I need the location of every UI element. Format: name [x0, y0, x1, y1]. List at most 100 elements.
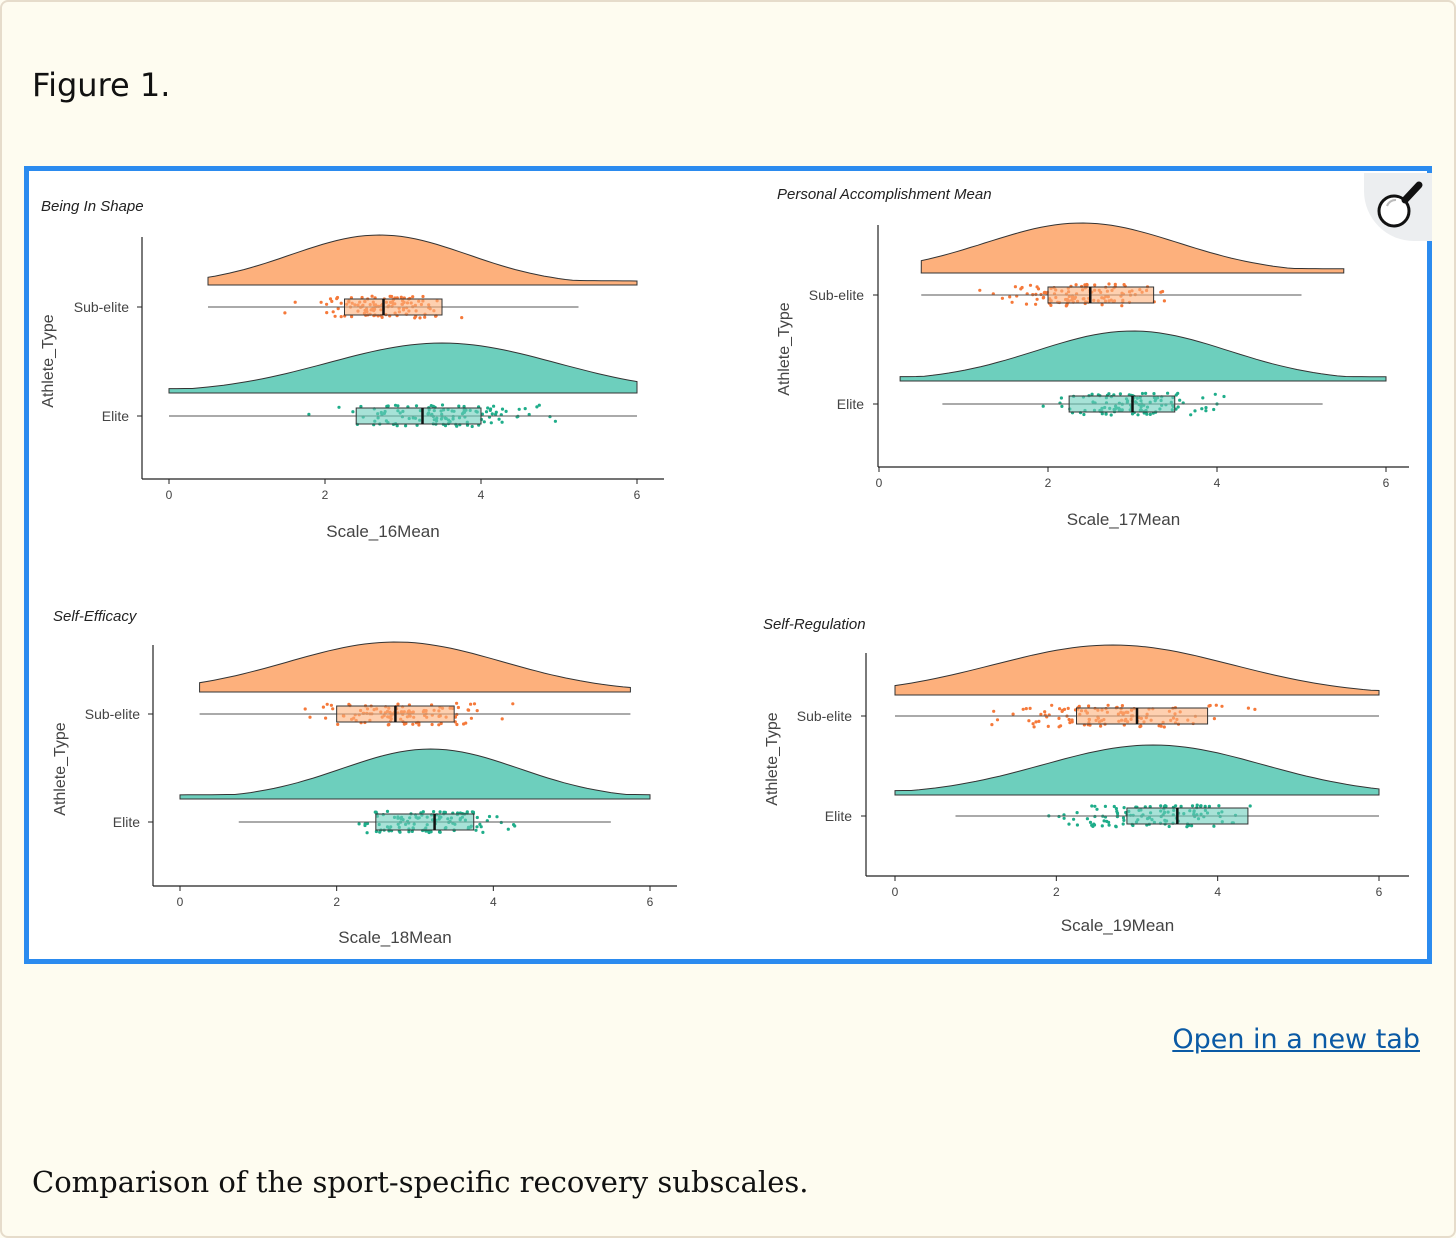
data-point [1131, 823, 1135, 828]
data-point [1021, 707, 1025, 711]
data-point [337, 405, 341, 409]
data-point [464, 721, 468, 725]
data-point [1115, 809, 1119, 814]
data-point [1114, 824, 1118, 828]
data-point [430, 722, 434, 727]
data-point [321, 705, 325, 709]
data-point [359, 404, 363, 409]
data-point [1057, 725, 1061, 729]
data-point [1203, 804, 1207, 809]
data-point [360, 295, 364, 300]
data-point [1144, 391, 1148, 395]
category-label: Elite [837, 396, 864, 412]
data-point [504, 409, 508, 413]
data-point [1032, 725, 1036, 729]
data-point [1152, 392, 1156, 396]
x-tick-label: 0 [177, 895, 184, 909]
data-point [1013, 285, 1018, 289]
data-point [1027, 719, 1031, 723]
data-point [336, 307, 340, 311]
data-point [1031, 722, 1035, 726]
data-point [1066, 706, 1070, 711]
data-point [1139, 724, 1143, 728]
data-point [1178, 398, 1182, 402]
category-label: Elite [113, 814, 140, 830]
data-point [1120, 704, 1124, 708]
data-point [1028, 706, 1032, 711]
x-tick-label: 0 [876, 476, 883, 490]
data-point [414, 314, 418, 318]
data-point [1167, 824, 1171, 829]
x-tick-label: 4 [490, 895, 497, 909]
data-point [1107, 282, 1111, 286]
data-point [481, 830, 485, 835]
data-point [1011, 712, 1015, 716]
raincloud-charts: Being In Shape 0 2 4 6 Scale_16Mean Athlete_Ty… [40, 186, 1409, 947]
data-point [363, 823, 367, 828]
zoom-button[interactable] [1364, 173, 1432, 241]
x-tick-label: 6 [1383, 476, 1390, 490]
data-point [339, 301, 343, 305]
data-point [1121, 816, 1126, 820]
data-point [1118, 392, 1122, 396]
data-point [456, 705, 460, 710]
y-axis-label: Athlete_Type [776, 302, 793, 396]
data-point [1037, 719, 1041, 724]
data-point [1220, 704, 1224, 708]
figure-title: Figure 1. [32, 66, 171, 104]
data-point [1114, 807, 1118, 811]
data-point [978, 288, 982, 292]
box [344, 298, 443, 316]
data-point [1049, 303, 1053, 307]
data-point [1008, 295, 1012, 299]
data-point [319, 300, 323, 304]
data-point [330, 299, 334, 303]
data-point [1082, 412, 1086, 417]
data-point [478, 822, 482, 827]
open-in-new-tab-link[interactable]: Open in a new tab [1172, 1024, 1420, 1055]
data-point [417, 723, 421, 727]
data-point [1060, 404, 1064, 408]
data-point [1057, 716, 1061, 721]
data-point [1187, 823, 1191, 828]
data-point [527, 412, 531, 417]
category-label: Elite [825, 808, 852, 824]
data-point [325, 302, 329, 306]
data-point [1095, 807, 1099, 811]
chart-panel-3: Self-Efficacy 0 2 4 6 Scale_18Mean Athlete_Typ… [52, 608, 677, 947]
data-point [474, 828, 478, 832]
data-point [438, 810, 442, 814]
data-point [1208, 703, 1212, 708]
data-point [1070, 718, 1074, 722]
data-point [440, 403, 445, 407]
data-point [1062, 816, 1066, 820]
data-point [1058, 707, 1062, 711]
data-point [1189, 413, 1193, 417]
data-point [1212, 824, 1216, 828]
figure-image[interactable]: Being In Shape 0 2 4 6 Scale_16Mean Athlete_Ty… [24, 166, 1432, 964]
data-point [1122, 283, 1126, 287]
data-point [385, 809, 390, 814]
data-point [1157, 724, 1161, 728]
data-point [399, 295, 403, 299]
data-point [1120, 304, 1124, 308]
data-point [512, 823, 516, 827]
data-point [511, 702, 515, 706]
data-point [333, 314, 337, 318]
data-point [1204, 409, 1208, 413]
density-cloud-sub-elite [920, 222, 1345, 274]
data-point [465, 810, 469, 814]
data-point [1039, 712, 1043, 717]
data-point [432, 810, 436, 814]
data-point [1062, 707, 1067, 712]
data-point [1050, 703, 1054, 707]
data-point [1035, 285, 1039, 289]
data-point [349, 296, 353, 300]
data-point [1102, 819, 1106, 823]
y-axis-label: Athlete_Type [40, 314, 57, 408]
x-tick-label: 4 [1214, 476, 1221, 490]
data-point [1121, 822, 1125, 826]
data-point [1176, 405, 1180, 409]
x-tick-label: 4 [1214, 885, 1221, 899]
data-point [1213, 392, 1217, 396]
